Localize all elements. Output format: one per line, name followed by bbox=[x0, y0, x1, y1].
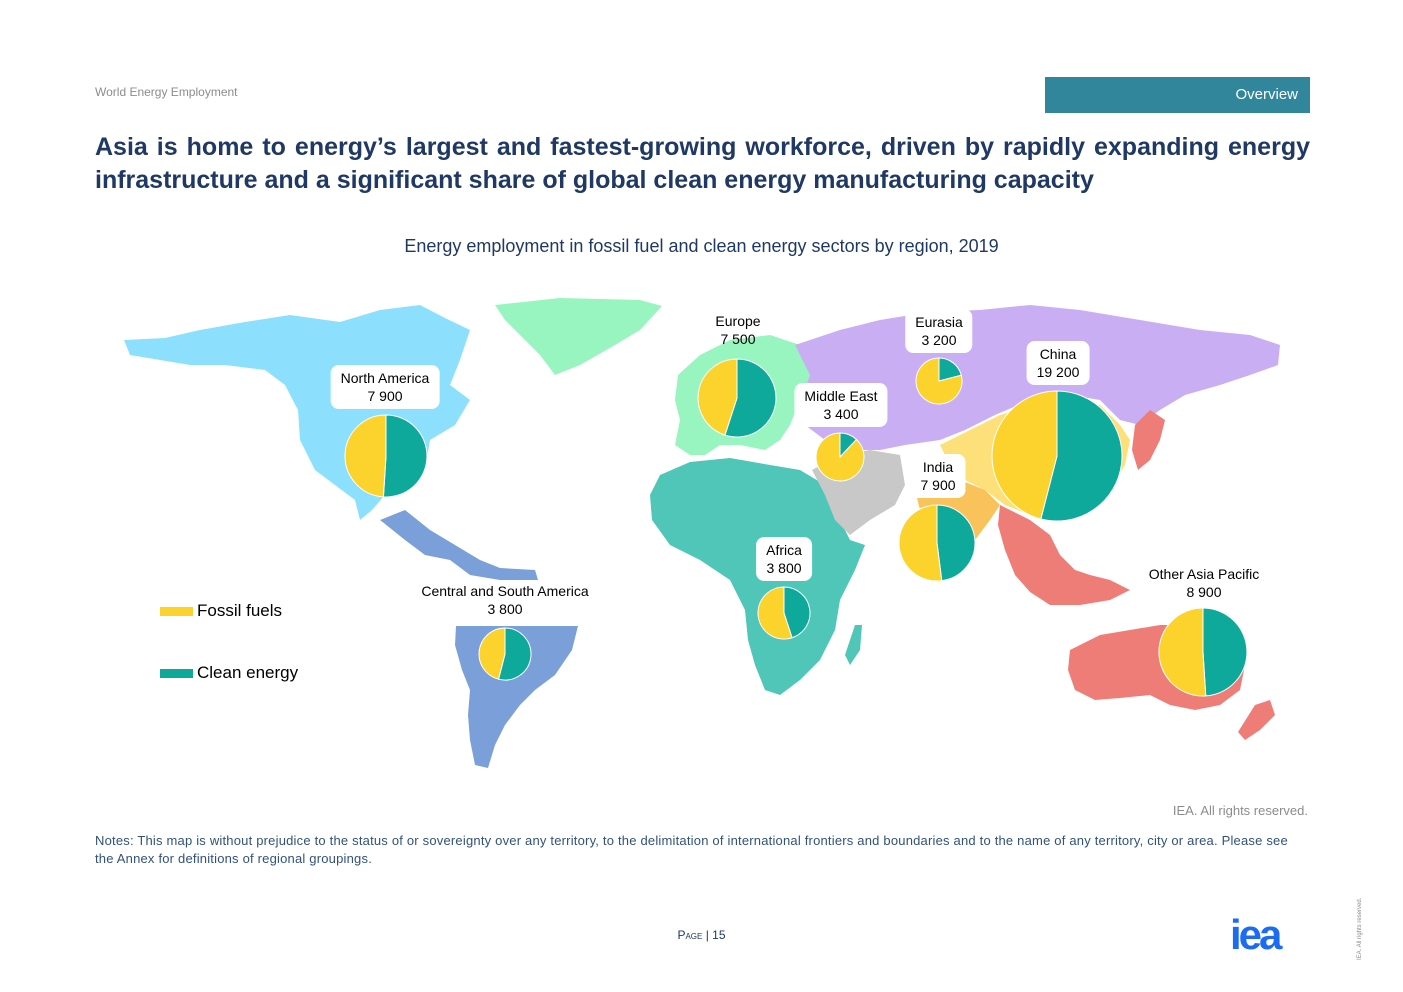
page-number: Page | 15 bbox=[0, 928, 1403, 942]
greenland-region bbox=[495, 298, 662, 375]
pie-slice-fossil-central-and-south-america bbox=[478, 627, 506, 680]
pie-slice-fossil-eurasia bbox=[915, 357, 963, 405]
pie-slice-clean-other-asia-pacific bbox=[1202, 607, 1248, 697]
pie-label-europe: Europe 7 500 bbox=[705, 308, 770, 352]
pie-slice-clean-central-and-south-america bbox=[497, 627, 532, 681]
report-label: World Energy Employment bbox=[95, 85, 238, 99]
pie-slice-clean-africa bbox=[783, 586, 811, 639]
page-separator: | bbox=[705, 928, 709, 942]
pie-label-total: 3 200 bbox=[921, 332, 957, 348]
chart-title: Energy employment in fossil fuel and cle… bbox=[404, 236, 999, 256]
pie-label-region: Other Asia Pacific bbox=[1148, 566, 1260, 582]
central-america-region bbox=[380, 510, 538, 580]
pie-slice-clean-north-america bbox=[382, 414, 428, 498]
side-rights-text: IEA. All rights reserved. bbox=[1357, 897, 1363, 960]
pie-label-middle-east: Middle East 3 400 bbox=[794, 383, 888, 427]
pie-label-total: 8 900 bbox=[1186, 584, 1222, 600]
pie-label-eurasia: Eurasia 3 200 bbox=[905, 309, 973, 353]
section-tab-overview[interactable]: Overview bbox=[1045, 77, 1310, 113]
page-headline: Asia is home to energy’s largest and fas… bbox=[95, 133, 1310, 194]
pie-slice-fossil-other-asia-pacific bbox=[1158, 607, 1207, 697]
pie-slice-clean-china bbox=[1040, 390, 1123, 522]
pie-label-central-and-south-america: Central and South America 3 800 bbox=[411, 578, 598, 622]
pie-label-africa: Africa 3 800 bbox=[756, 537, 812, 581]
pie-label-total: 7 900 bbox=[367, 388, 403, 404]
iea-logo[interactable]: iea bbox=[1230, 917, 1310, 953]
madagascar-region bbox=[845, 625, 862, 665]
pie-label-region: Middle East bbox=[804, 388, 878, 404]
legend-swatch-clean bbox=[160, 668, 193, 678]
pie-label-region: North America bbox=[340, 370, 430, 386]
pie-slice-fossil-north-america bbox=[344, 414, 387, 498]
page-number-value: 15 bbox=[712, 928, 726, 942]
pie-label-total: 3 800 bbox=[487, 601, 523, 617]
pie-slice-fossil-china bbox=[991, 390, 1058, 520]
iea-logo-text: iea bbox=[1230, 917, 1283, 953]
legend-fossil-fuels: Fossil fuels bbox=[160, 599, 282, 623]
pie-charts bbox=[344, 357, 1248, 697]
pie-slice-fossil-africa bbox=[757, 586, 793, 640]
pie-label-region: Europe bbox=[715, 313, 761, 329]
north-america-region bbox=[124, 305, 470, 520]
pie-slice-fossil-europe bbox=[697, 358, 738, 436]
pie-label-region: Eurasia bbox=[915, 314, 963, 330]
pie-label-region: India bbox=[922, 459, 954, 475]
southeast-asia-region bbox=[998, 505, 1130, 605]
legend-label-clean: Clean energy bbox=[197, 663, 299, 682]
rights-notice: IEA. All rights reserved. bbox=[1172, 803, 1308, 818]
pie-label-other-asia-pacific: Other Asia Pacific 8 900 bbox=[1139, 561, 1270, 605]
pie-label-total: 3 400 bbox=[823, 406, 859, 422]
pie-slice-fossil-india bbox=[898, 504, 943, 582]
pie-slice-clean-india bbox=[936, 504, 976, 582]
legend-clean-energy: Clean energy bbox=[160, 661, 298, 685]
new-zealand-region bbox=[1238, 700, 1275, 740]
pie-label-region: Africa bbox=[766, 542, 802, 558]
map-regions bbox=[124, 298, 1280, 768]
pie-label-total: 7 500 bbox=[720, 331, 756, 347]
japan-region bbox=[1132, 410, 1165, 470]
pie-label-total: 3 800 bbox=[766, 560, 802, 576]
pie-label-india: India 7 900 bbox=[910, 454, 966, 498]
map-notes: Notes: This map is without prejudice to … bbox=[95, 833, 1288, 866]
pie-label-north-america: North America 7 900 bbox=[330, 365, 440, 409]
legend-label-fossil: Fossil fuels bbox=[197, 601, 283, 620]
pie-label-total: 19 200 bbox=[1036, 364, 1080, 380]
legend-swatch-fossil bbox=[160, 606, 193, 616]
pie-slice-fossil-middle-east bbox=[815, 432, 865, 482]
pie-label-region: China bbox=[1039, 346, 1077, 362]
pie-label-total: 7 900 bbox=[920, 477, 956, 493]
pie-label-region: Central and South America bbox=[421, 583, 589, 599]
page-label: Page bbox=[677, 928, 703, 942]
pie-slice-clean-europe bbox=[724, 358, 777, 438]
pie-label-china: China 19 200 bbox=[1026, 341, 1090, 385]
